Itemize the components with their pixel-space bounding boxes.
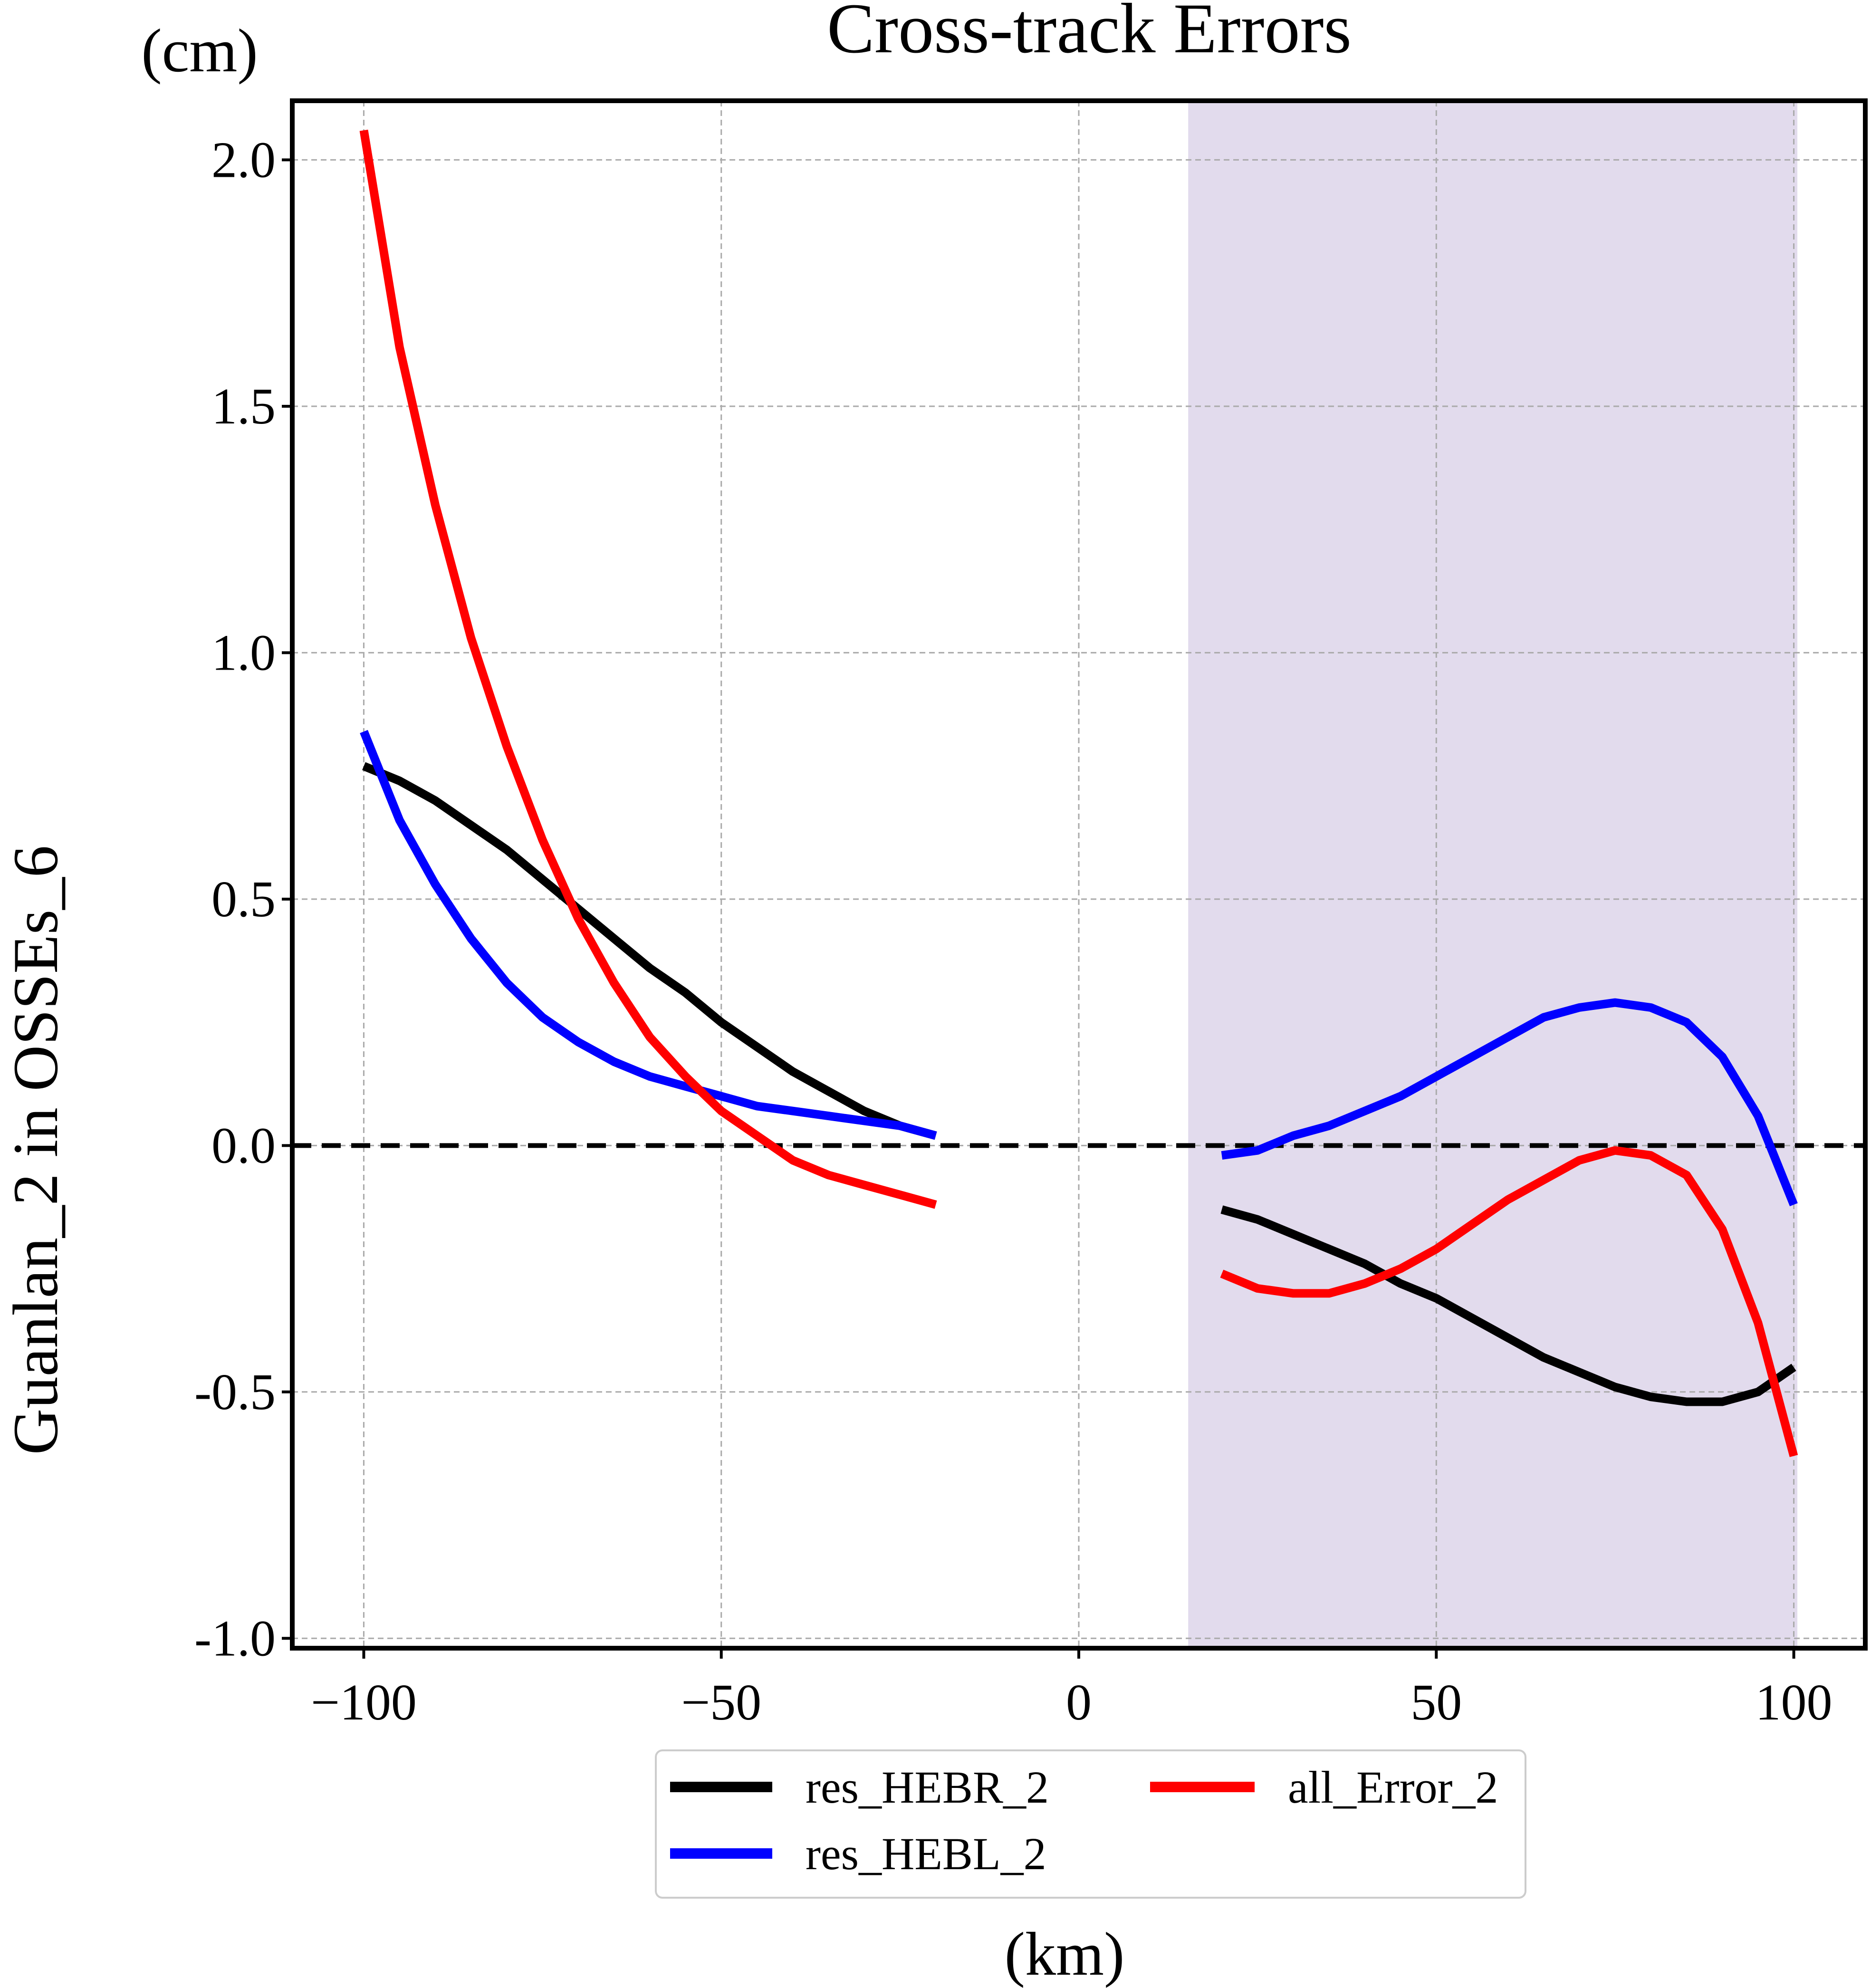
chart-title: Cross-track Errors	[827, 0, 1352, 68]
x-tick-label: −50	[681, 1674, 761, 1731]
plot-area: −100 −50 0 50 100 2.0 1.5 1.0 0.5 0.0 -0.5 -1.0	[194, 98, 1868, 1731]
series-line-all-error-2	[359, 129, 937, 1209]
legend-label-res-hebl-2: res_HEBL_2	[806, 1828, 1046, 1879]
y-tick-label: -0.5	[194, 1364, 276, 1421]
legend-label-all-error-2: all_Error_2	[1288, 1762, 1498, 1813]
series-line-res-hebl-2	[360, 730, 937, 1140]
shaded-region	[1188, 101, 1798, 1648]
legend-frame	[655, 1749, 1526, 1899]
y-tick-label: 1.0	[211, 624, 276, 681]
y-unit-label: (cm)	[141, 17, 258, 85]
legend: res_HEBR_2 res_HEBL_2 all_Error_2	[655, 1749, 1526, 1899]
series-line-res-hebl-2	[1221, 998, 1798, 1207]
y-tick-label: 2.0	[211, 132, 276, 188]
series-line-all-error-2	[1220, 1146, 1798, 1457]
legend-label-res-hebr-2: res_HEBR_2	[806, 1762, 1049, 1813]
x-tick-label: 100	[1756, 1674, 1833, 1731]
y-tick-label: 1.5	[211, 378, 276, 435]
x-axis-label: (km)	[1005, 1920, 1125, 1988]
x-tick-label: 50	[1410, 1674, 1462, 1731]
y-tick-label: 0.5	[211, 871, 276, 928]
y-axis-label: Guanlan_2 in OSSEs_6	[0, 845, 71, 1455]
y-tick-label: -1.0	[194, 1610, 276, 1667]
series-line-res-hebr-2	[1220, 1205, 1796, 1406]
series-line-res-hebr-2	[362, 762, 937, 1140]
x-tick-label: 0	[1066, 1674, 1092, 1731]
y-tick-label: 0.0	[211, 1117, 276, 1174]
x-tick-label: −100	[311, 1674, 417, 1731]
